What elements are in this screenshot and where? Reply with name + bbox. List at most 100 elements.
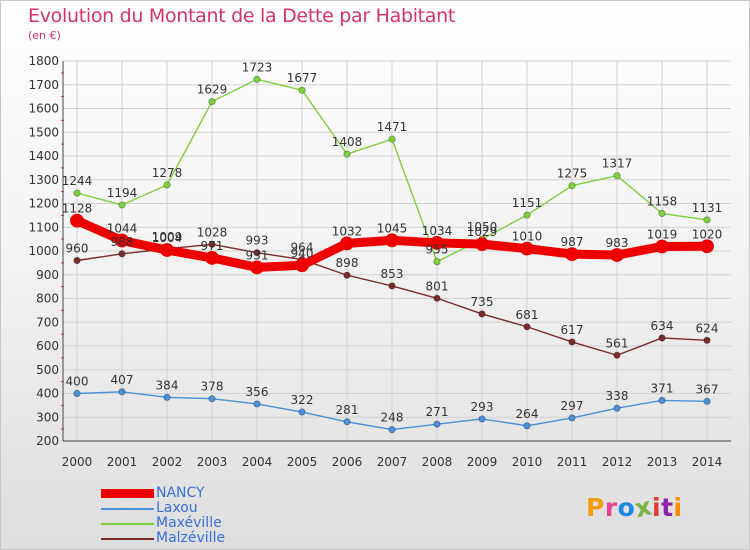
data-label-maxeville: 1317 bbox=[602, 157, 633, 171]
data-label-nancy: 983 bbox=[606, 236, 629, 250]
y-tick-label: 1800 bbox=[28, 54, 59, 68]
data-point-laxou bbox=[523, 422, 531, 430]
data-point-nancy bbox=[160, 243, 174, 257]
x-tick-label: 2002 bbox=[152, 455, 183, 469]
x-tick-label: 2005 bbox=[287, 455, 318, 469]
data-label-laxou: 248 bbox=[381, 411, 404, 425]
data-label-laxou: 338 bbox=[606, 389, 629, 403]
data-label-laxou: 264 bbox=[516, 407, 539, 421]
data-point-maxeville bbox=[208, 98, 216, 106]
data-label-maxeville: 1275 bbox=[557, 167, 588, 181]
data-point-maxeville bbox=[343, 150, 351, 158]
y-tick-label: 800 bbox=[36, 292, 59, 306]
data-point-nancy bbox=[385, 233, 399, 248]
data-label-nancy: 1004 bbox=[152, 231, 183, 245]
data-point-nancy bbox=[700, 239, 714, 254]
data-point-maxeville bbox=[73, 189, 81, 197]
legend-label: Malzéville bbox=[156, 530, 226, 546]
legend-label: Laxou bbox=[156, 500, 198, 516]
data-label-malzeville: 988 bbox=[111, 235, 134, 249]
data-label-laxou: 371 bbox=[651, 381, 674, 395]
data-label-laxou: 407 bbox=[111, 373, 134, 387]
legend-swatch-malzeville bbox=[101, 538, 154, 540]
legend-item: Maxéville bbox=[101, 516, 301, 531]
logo-letter: i bbox=[652, 493, 662, 522]
data-label-maxeville: 1408 bbox=[332, 135, 363, 149]
data-label-malzeville: 898 bbox=[336, 256, 359, 270]
x-tick-label: 2004 bbox=[242, 455, 273, 469]
data-label-laxou: 367 bbox=[696, 382, 719, 396]
data-label-malzeville: 960 bbox=[66, 242, 89, 256]
logo-letter: o bbox=[617, 493, 636, 522]
y-tick-label: 500 bbox=[36, 363, 59, 377]
logo-letter: i bbox=[673, 493, 683, 522]
data-point-laxou bbox=[568, 414, 576, 422]
legend: NANCY Laxou Maxéville Malzéville bbox=[101, 486, 301, 546]
legend-label: NANCY bbox=[156, 485, 205, 501]
data-label-malzeville: 561 bbox=[606, 336, 629, 350]
y-tick-label: 900 bbox=[36, 268, 59, 282]
data-point-maxeville bbox=[613, 172, 621, 180]
data-label-maxeville: 1194 bbox=[107, 186, 138, 200]
x-tick-label: 2014 bbox=[692, 455, 723, 469]
legend-item: Malzéville bbox=[101, 531, 301, 546]
data-point-laxou bbox=[253, 400, 261, 408]
data-point-malzeville bbox=[478, 310, 486, 318]
data-point-maxeville bbox=[388, 135, 396, 143]
data-label-laxou: 293 bbox=[471, 400, 494, 414]
x-tick-label: 2011 bbox=[557, 455, 588, 469]
data-label-laxou: 378 bbox=[201, 380, 224, 394]
data-point-malzeville bbox=[73, 256, 81, 265]
data-label-malzeville: 993 bbox=[246, 234, 269, 248]
logo-letter: t bbox=[661, 493, 674, 522]
data-label-maxeville: 1151 bbox=[512, 196, 543, 210]
data-point-laxou bbox=[163, 393, 171, 401]
legend-swatch-nancy bbox=[101, 489, 154, 498]
y-tick-label: 1300 bbox=[28, 173, 59, 187]
data-point-malzeville bbox=[703, 336, 711, 344]
data-label-maxeville: 1677 bbox=[287, 71, 318, 85]
chart-subtitle: (en €) bbox=[28, 29, 61, 42]
data-label-malzeville: 853 bbox=[381, 267, 404, 281]
y-tick-label: 1700 bbox=[28, 78, 59, 92]
data-point-malzeville bbox=[523, 323, 531, 331]
data-label-maxeville: 1278 bbox=[152, 166, 183, 180]
y-tick-label: 300 bbox=[36, 410, 59, 424]
x-tick-label: 2013 bbox=[647, 455, 678, 469]
data-label-nancy: 940 bbox=[291, 246, 314, 260]
data-point-laxou bbox=[433, 420, 441, 428]
data-label-nancy: 1034 bbox=[422, 224, 453, 238]
data-point-laxou bbox=[658, 396, 666, 404]
data-point-maxeville bbox=[118, 201, 126, 209]
data-label-nancy: 987 bbox=[561, 235, 584, 249]
data-point-malzeville bbox=[253, 249, 261, 257]
data-label-nancy: 931 bbox=[246, 248, 269, 262]
data-point-malzeville bbox=[343, 271, 351, 279]
data-label-laxou: 297 bbox=[561, 399, 584, 413]
data-point-malzeville bbox=[568, 338, 576, 346]
data-point-maxeville bbox=[568, 182, 576, 190]
data-label-maxeville: 1050 bbox=[467, 220, 498, 234]
data-label-laxou: 400 bbox=[66, 375, 89, 389]
data-label-malzeville: 681 bbox=[516, 308, 539, 322]
data-point-malzeville bbox=[613, 351, 621, 359]
y-tick-label: 700 bbox=[36, 315, 59, 329]
data-point-nancy bbox=[565, 247, 579, 261]
y-tick-label: 600 bbox=[36, 339, 59, 353]
data-point-nancy bbox=[70, 213, 84, 228]
data-point-nancy bbox=[115, 233, 129, 248]
data-label-malzeville: 801 bbox=[426, 279, 449, 293]
y-tick-label: 200 bbox=[36, 434, 59, 448]
data-point-nancy bbox=[520, 241, 534, 256]
data-label-laxou: 281 bbox=[336, 403, 359, 417]
data-label-nancy: 1019 bbox=[647, 227, 678, 241]
logo-letter: P bbox=[586, 493, 605, 522]
data-point-maxeville bbox=[163, 181, 171, 189]
proxiti-logo: Proxiti bbox=[586, 492, 683, 524]
data-point-nancy bbox=[340, 236, 354, 251]
data-point-malzeville bbox=[208, 240, 216, 248]
data-label-maxeville: 1629 bbox=[197, 83, 228, 97]
data-point-nancy bbox=[610, 248, 624, 262]
